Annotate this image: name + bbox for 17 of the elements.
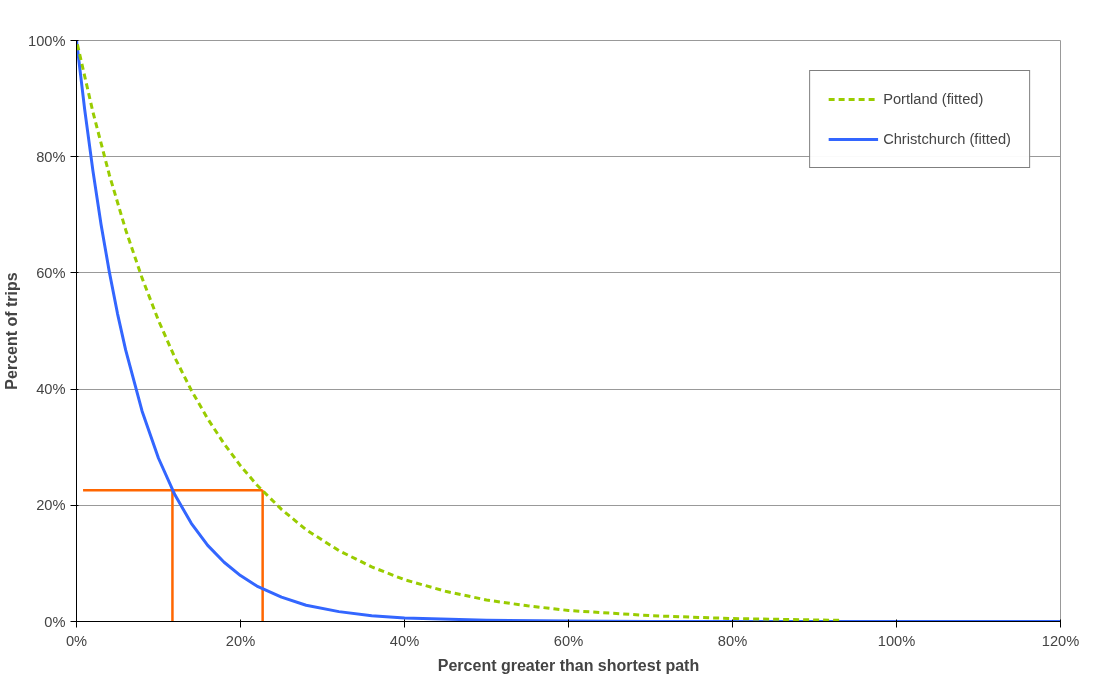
x-axis-title: Percent greater than shortest path xyxy=(437,656,700,674)
legend-label: Portland (fitted) xyxy=(883,91,984,107)
x-tick-label: 40% xyxy=(389,632,420,649)
x-tick-label: 20% xyxy=(225,632,256,649)
x-tick-label: 120% xyxy=(1041,632,1080,649)
y-tick-label: 20% xyxy=(36,497,66,514)
y-axis-title: Percent of trips xyxy=(3,272,21,390)
legend-label: Christchurch (fitted) xyxy=(883,131,1011,147)
y-tick-label: 80% xyxy=(36,148,66,165)
x-tick-label: 80% xyxy=(717,632,748,649)
x-tick-label: 60% xyxy=(553,632,584,649)
y-tick-label: 40% xyxy=(36,381,66,398)
y-tick-label: 0% xyxy=(44,613,66,630)
x-tick-label: 100% xyxy=(877,632,916,649)
y-tick-label: 100% xyxy=(28,32,66,49)
x-tick-label: 0% xyxy=(65,632,88,649)
y-tick-label: 60% xyxy=(36,264,66,281)
